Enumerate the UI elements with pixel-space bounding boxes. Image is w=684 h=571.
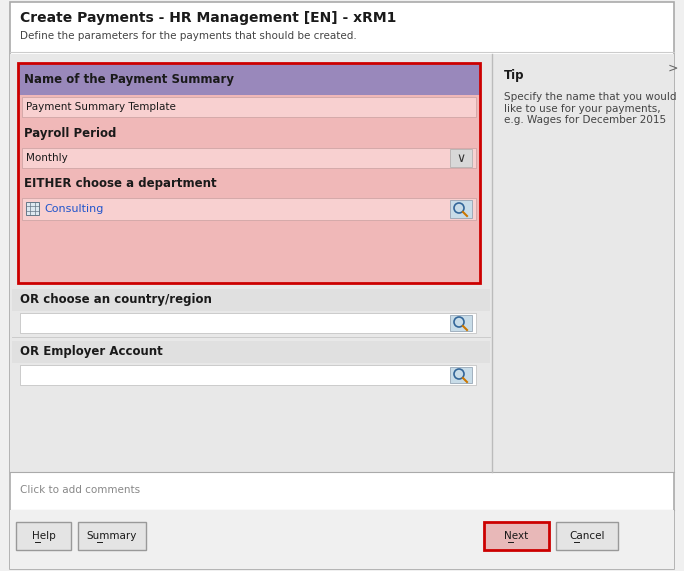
Bar — [78, 522, 146, 550]
Bar — [10, 510, 674, 569]
Bar — [12, 289, 490, 311]
Text: Define the parameters for the payments that should be created.: Define the parameters for the payments t… — [20, 31, 357, 41]
Text: >: > — [668, 62, 679, 74]
Text: Consulting: Consulting — [44, 204, 103, 214]
Text: Specify the name that you would
like to use for your payments,
e.g. Wages for De: Specify the name that you would like to … — [504, 92, 676, 125]
Text: OR Employer Account: OR Employer Account — [20, 345, 163, 359]
Bar — [18, 172, 480, 196]
Text: Monthly: Monthly — [26, 153, 68, 163]
Bar — [450, 367, 472, 383]
Text: Tip: Tip — [504, 70, 525, 82]
Bar — [556, 522, 618, 550]
Text: Summary: Summary — [87, 531, 137, 541]
Text: Click to add comments: Click to add comments — [20, 485, 140, 495]
Text: EITHER choose a department: EITHER choose a department — [24, 178, 217, 191]
Text: Next: Next — [504, 531, 529, 541]
Bar — [18, 63, 480, 283]
Text: Payroll Period: Payroll Period — [24, 127, 116, 139]
Bar — [450, 149, 472, 167]
Bar — [22, 97, 476, 117]
Bar — [450, 315, 472, 331]
Bar — [16, 522, 71, 550]
Text: OR choose an country/region: OR choose an country/region — [20, 293, 212, 307]
Text: Help: Help — [31, 531, 55, 541]
Bar — [12, 341, 490, 363]
Bar — [18, 63, 480, 283]
Text: Cancel: Cancel — [569, 531, 605, 541]
Bar — [20, 365, 476, 385]
Text: ∨: ∨ — [456, 151, 466, 164]
Bar — [450, 200, 472, 218]
Bar — [18, 63, 480, 95]
Bar — [18, 120, 480, 146]
Bar — [26, 202, 39, 215]
Text: Name of the Payment Summary: Name of the Payment Summary — [24, 73, 234, 86]
Bar — [22, 198, 476, 220]
Bar — [22, 148, 476, 168]
Bar — [20, 313, 476, 333]
Text: Payment Summary Template: Payment Summary Template — [26, 102, 176, 112]
Bar — [10, 54, 674, 472]
Bar — [484, 522, 549, 550]
Text: Create Payments - HR Management [EN] - xRM1: Create Payments - HR Management [EN] - x… — [20, 11, 396, 25]
